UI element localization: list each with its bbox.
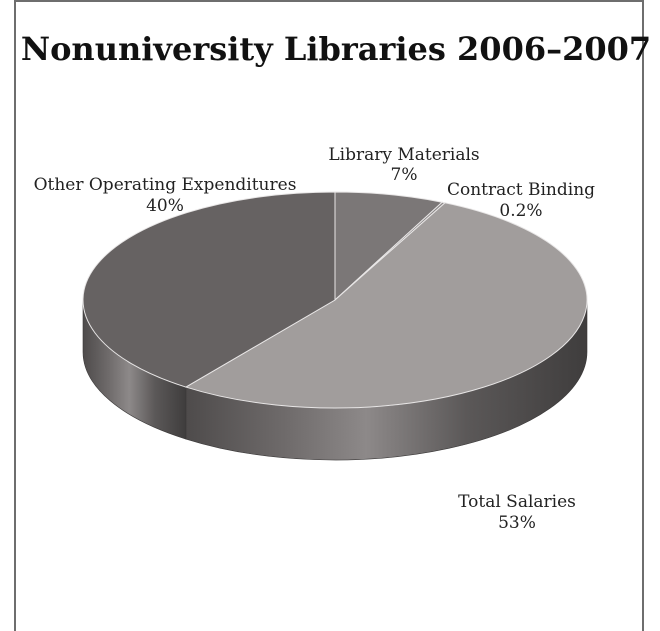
label-contract-binding: Contract Binding 0.2% [447, 180, 595, 221]
pie-slice-library-materials [334, 191, 444, 302]
pie-top-layer [82, 191, 588, 409]
slice-label-name: Other Operating Expenditures [34, 175, 297, 195]
chart-title: Nonuniversity Libraries 2006–2007 [21, 30, 651, 68]
slice-label-name: Contract Binding [447, 180, 595, 200]
slice-label-name: Total Salaries [458, 492, 576, 512]
slice-label-value: 40% [146, 196, 184, 216]
label-library-materials: Library Materials 7% [328, 145, 479, 185]
slice-label-value: 0.2% [499, 201, 542, 221]
label-other-operating-expenditures: Other Operating Expenditures 40% [34, 175, 297, 216]
label-total-salaries: Total Salaries 53% [458, 492, 576, 533]
slice-label-value: 7% [391, 165, 418, 185]
slice-label-value: 53% [498, 513, 536, 533]
pie-slice-total-salaries [184, 202, 588, 409]
slice-label-name: Library Materials [328, 145, 479, 165]
pie-slice-other-operating-expenditures [82, 191, 336, 388]
